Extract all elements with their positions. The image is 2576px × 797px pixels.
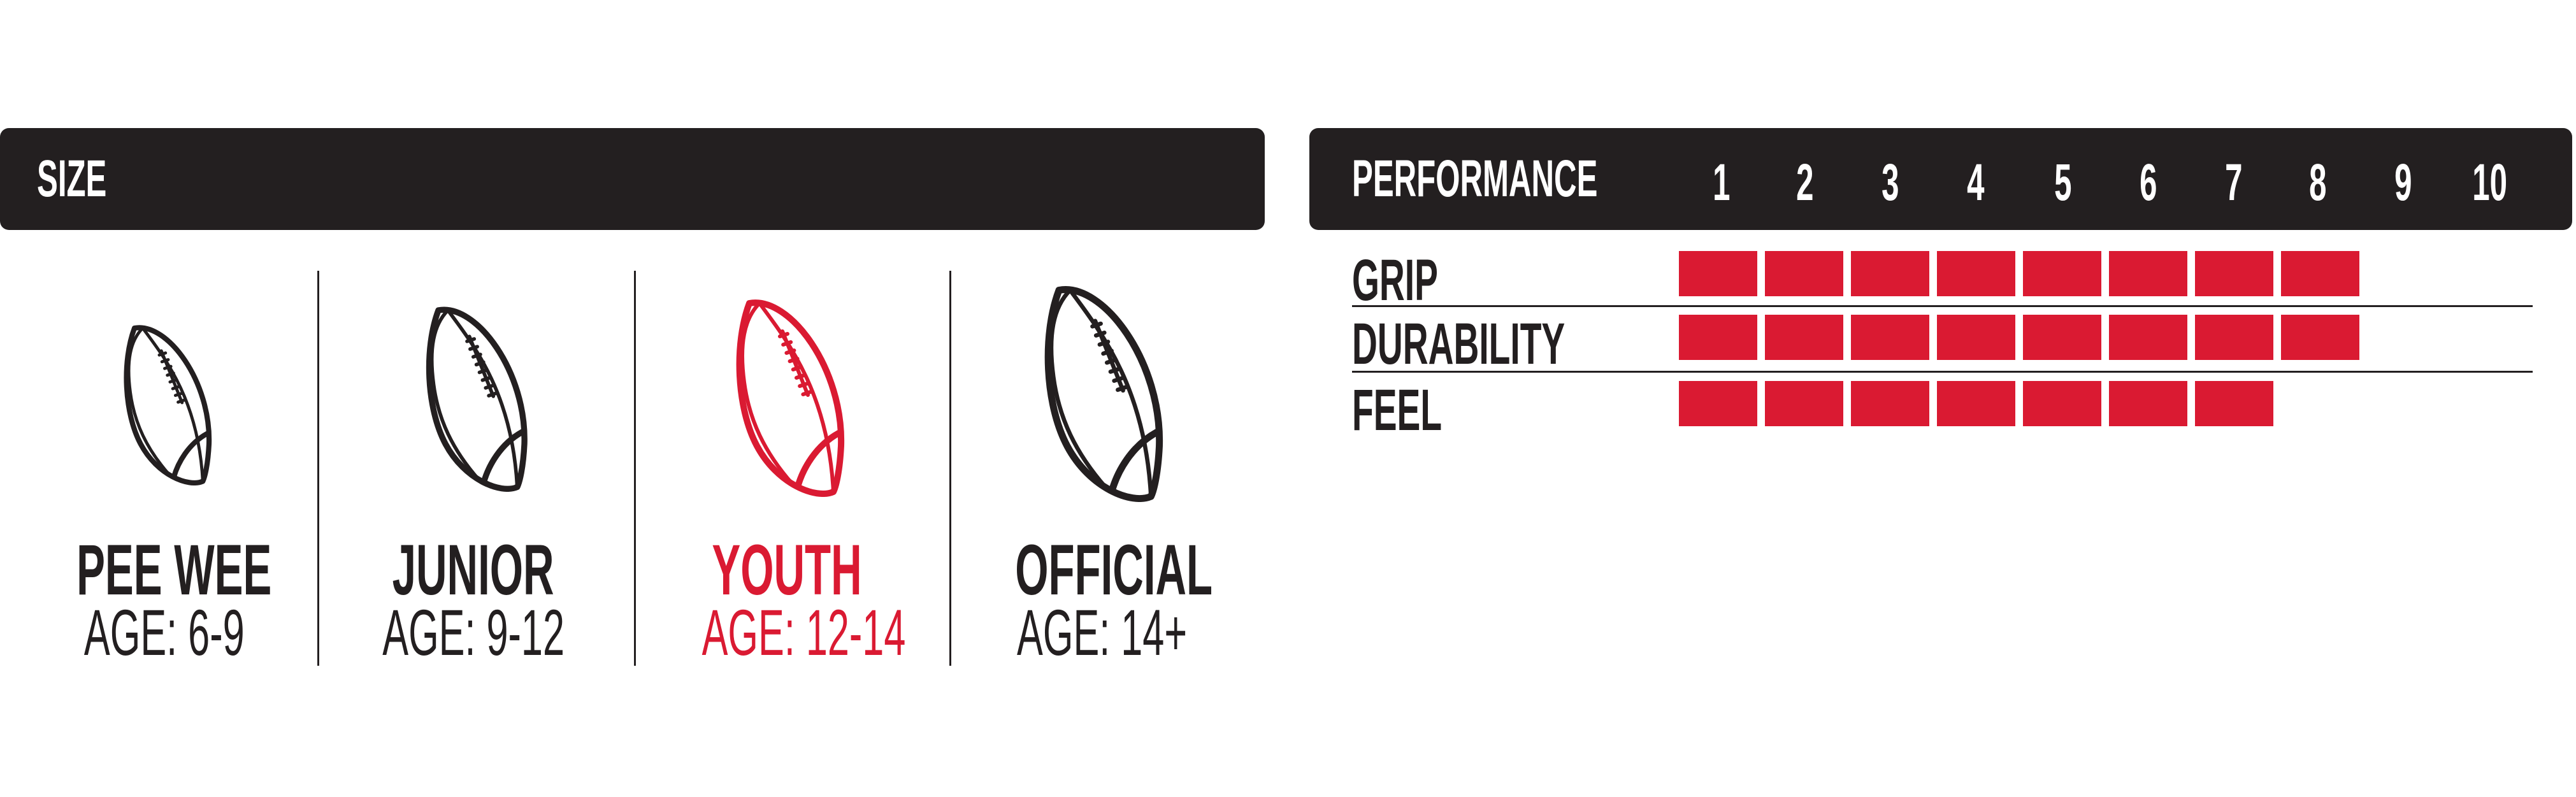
rating-block [1679, 381, 1757, 426]
size-age: AGE: 14+ [1017, 596, 1188, 669]
rating-block [2109, 251, 2187, 296]
divider [634, 271, 636, 666]
row-label: GRIP [1352, 248, 1438, 313]
performance-row-durability: DURABILITY [1352, 311, 1707, 378]
football-icon [391, 301, 563, 492]
row-label: DURABILITY [1352, 312, 1565, 377]
football-icon [1002, 279, 1205, 502]
scale-tick: 8 [2280, 153, 2356, 213]
performance-row-feel: FEEL [1352, 377, 1502, 444]
scale-number: 5 [2054, 154, 2072, 212]
rating-block [2195, 315, 2273, 360]
scale-tick: 9 [2365, 153, 2442, 213]
football-icon [698, 293, 882, 497]
rating-block [2023, 251, 2101, 296]
scale-number: 10 [2472, 154, 2508, 212]
scale-tick: 6 [2110, 153, 2187, 213]
size-name: YOUTH [712, 530, 862, 610]
rating-block [1937, 251, 2015, 296]
divider [317, 271, 319, 666]
scale-tick: 3 [1852, 153, 1929, 213]
rating-block [1765, 251, 1843, 296]
scale-tick: 10 [2452, 153, 2528, 213]
rating-block [1765, 315, 1843, 360]
size-name: PEE WEE [76, 530, 272, 610]
scale-number: 6 [2140, 154, 2157, 212]
size-header-bar: SIZE [0, 128, 1265, 230]
rating-block [1851, 315, 1929, 360]
scale-number: 3 [1882, 154, 1899, 212]
rating-block [1765, 381, 1843, 426]
rating-block [2281, 251, 2359, 296]
rating-block [2195, 381, 2273, 426]
rating-block [2023, 381, 2101, 426]
row-divider [1352, 371, 2533, 373]
scale-number: 4 [1967, 154, 1985, 212]
scale-number: 1 [1713, 154, 1731, 212]
size-name: JUNIOR [392, 530, 554, 610]
performance-row-grip: GRIP [1352, 247, 1495, 314]
rating-block [2023, 315, 2101, 360]
scale-tick: 2 [1767, 153, 1843, 213]
scale-number: 9 [2394, 154, 2412, 212]
rating-block [1937, 381, 2015, 426]
size-name: OFFICIAL [1015, 530, 1213, 610]
rating-block [1679, 315, 1757, 360]
row-divider [1352, 305, 2533, 307]
divider [949, 271, 951, 666]
rating-block [1937, 315, 2015, 360]
scale-number: 7 [2225, 154, 2243, 212]
rating-block [1851, 251, 1929, 296]
scale-tick: 1 [1683, 153, 1760, 213]
row-label: FEEL [1352, 378, 1443, 443]
size-age: AGE: 9-12 [382, 596, 565, 669]
rating-block [1851, 381, 1929, 426]
scale-tick: 7 [2196, 153, 2272, 213]
rating-block [1679, 251, 1757, 296]
scale-number: 8 [2309, 154, 2327, 212]
size-age: AGE: 12-14 [702, 596, 906, 669]
rating-block [2109, 381, 2187, 426]
scale-number: 2 [1796, 154, 1814, 212]
performance-header-bar: PERFORMANCE 1 2 3 4 5 6 7 8 9 10 [1309, 128, 2572, 230]
size-age: AGE: 6-9 [84, 596, 245, 669]
rating-block [2109, 315, 2187, 360]
size-header: SIZE [37, 150, 107, 208]
performance-header: PERFORMANCE [1352, 150, 1598, 208]
rating-block [2281, 315, 2359, 360]
football-icon [94, 320, 241, 485]
scale-tick: 5 [2025, 153, 2101, 213]
scale-tick: 4 [1938, 153, 2014, 213]
rating-block [2195, 251, 2273, 296]
